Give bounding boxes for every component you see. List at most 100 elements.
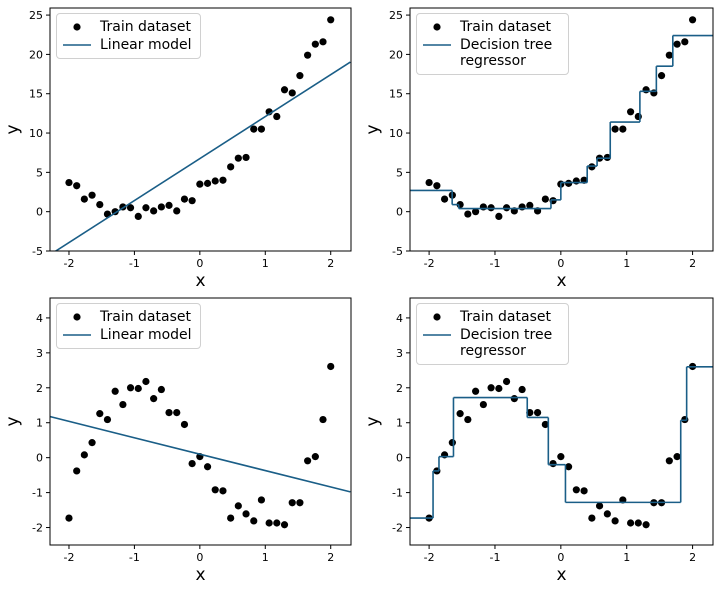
y-tick-label: -1 [32,487,43,500]
data-point [311,453,319,461]
y-tick-label: 2 [396,382,403,395]
data-point [96,410,104,418]
y-tick-label: 25 [29,9,43,22]
y-axis-label: y [363,124,383,134]
data-point [150,395,158,403]
legend-label: Linear model [100,37,192,53]
data-point [495,212,503,220]
data-point [327,362,335,371]
data-point [487,384,495,392]
y-tick-label: 0 [396,452,403,465]
data-point [188,459,196,468]
data-point [626,108,635,116]
y-tick-label: 20 [389,48,403,61]
data-point [665,457,673,465]
data-point [250,125,258,133]
y-tick-label: 3 [396,347,403,360]
data-point [572,486,580,494]
data-point [80,451,88,459]
data-point [495,384,503,393]
data-point [502,377,511,386]
x-tick-label: -2 [424,551,435,564]
data-point [657,72,666,80]
data-point [65,514,73,522]
legend-label: Train dataset [100,309,191,325]
data-point [472,387,480,395]
y-axis-label: y [363,416,383,426]
y-tick-label: 25 [389,9,403,22]
legend-label: Train dataset [460,309,551,325]
data-point [580,487,588,495]
legend-label: Linear model [100,327,192,343]
legend-item: Linear model [62,327,192,343]
data-point [165,201,173,209]
data-point [327,16,335,24]
data-point [126,384,135,392]
data-point [288,89,296,97]
data-point [440,195,449,203]
data-point [126,204,135,212]
data-point [479,400,487,409]
data-point [288,499,296,507]
data-point [157,385,165,394]
plot-area [50,362,351,529]
y-tick-label: 2 [36,382,43,395]
data-point [242,510,250,518]
x-tick-label: 1 [262,551,269,564]
data-point [280,86,289,94]
model-line [50,415,351,493]
data-point [265,519,273,527]
y-tick-label: -5 [392,245,403,258]
data-point [73,182,81,190]
data-point [227,514,235,522]
legend: Train dataset Linear model [56,303,201,349]
data-point [296,499,304,507]
data-point [211,486,219,494]
data-point [611,517,619,525]
axes-frame [409,297,714,546]
data-point [665,51,673,59]
data-point [533,408,542,417]
y-tick-label: 20 [29,48,43,61]
x-tick-label: -2 [424,257,435,270]
legend-item: Train dataset [422,309,560,325]
data-point [180,195,189,203]
y-tick-label: -5 [32,245,43,258]
data-point [234,502,242,510]
x-tick-label: -1 [129,257,140,270]
data-point [642,521,650,529]
y-tick-label: 0 [396,206,403,219]
x-axis-label: x [195,271,205,291]
axes-frame [49,7,352,252]
x-tick-label: -2 [63,551,74,564]
data-point [219,176,227,184]
data-point [257,125,266,133]
data-point [203,179,212,187]
x-tick-label: 1 [262,257,269,270]
data-point [180,420,189,429]
data-point [673,453,681,461]
data-point [572,177,580,185]
y-axis-label: y [3,416,23,426]
data-point [565,463,573,471]
y-tick-label: 4 [396,312,403,325]
legend-item: Linear model [62,37,192,53]
data-point [681,38,689,46]
data-point [80,195,88,203]
x-tick-label: 2 [327,551,334,564]
legend-icon [433,313,441,321]
y-tick-label: 15 [389,88,403,101]
legend-item: Train dataset [62,19,192,35]
data-point [518,203,526,211]
data-point [611,125,619,133]
x-tick-label: -1 [489,257,500,270]
x-tick-label: 1 [623,551,630,564]
x-tick-label: 0 [557,257,564,270]
data-point [188,197,196,205]
legend-icon [73,313,81,321]
data-point [157,203,165,211]
y-tick-label: 3 [36,347,43,360]
data-point [88,191,96,199]
y-tick-label: 5 [36,166,43,179]
